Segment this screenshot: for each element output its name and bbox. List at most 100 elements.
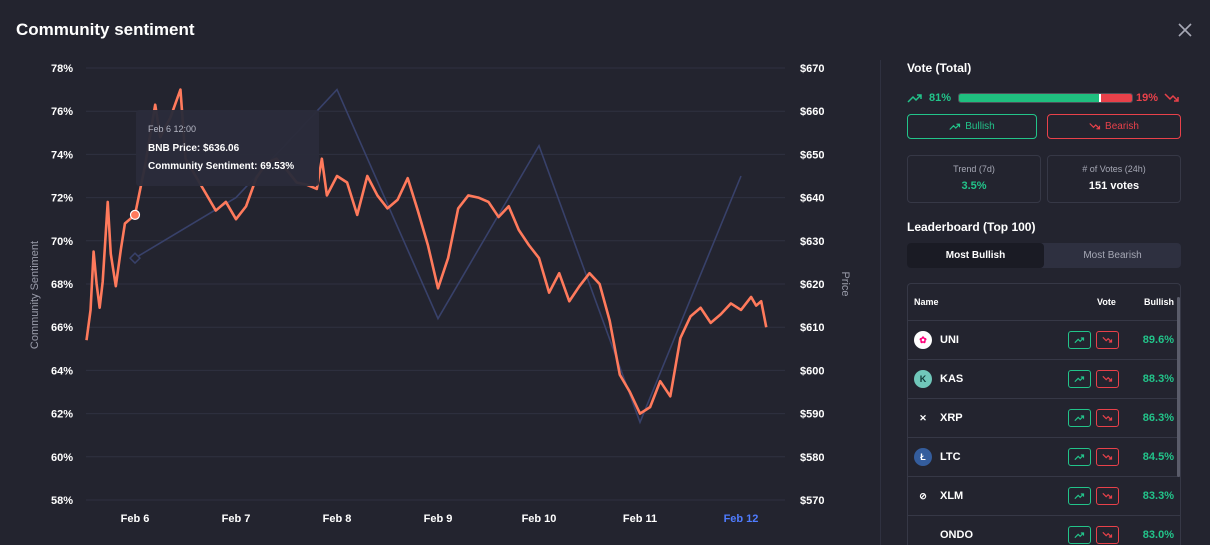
table-row[interactable]: ✕ XRP 86.3% [908,399,1180,438]
votes-value: 151 votes [1088,180,1140,192]
right-tick-label: $620 [800,279,824,291]
downvote-button[interactable] [1096,331,1119,349]
trend-up-icon [1074,454,1085,461]
downvote-button[interactable] [1096,526,1119,544]
vote-bar-bullish [959,94,1100,102]
table-row[interactable]: ONDO 83.0% [908,516,1180,545]
vote-summary: 81% 19% [907,90,1181,106]
bullish-percent: 81% [929,92,952,104]
right-tick-label: $590 [800,409,824,421]
trend-down-icon [1102,336,1113,343]
coin-symbol: XRP [940,412,963,424]
x-tick-label: Feb 7 [222,513,251,525]
coin-symbol: XLM [940,490,964,502]
right-tick-label: $610 [800,322,824,334]
upvote-button[interactable] [1068,448,1091,466]
xrp-icon: ✕ [919,412,927,423]
downvote-button[interactable] [1096,409,1119,427]
downvote-button[interactable] [1096,448,1119,466]
ondo-icon [914,526,932,544]
left-tick-label: 66% [51,322,73,334]
upvote-button[interactable] [1068,370,1091,388]
kas-icon: K [914,370,932,388]
votes-label: # of Votes (24h) [1082,164,1146,174]
table-row[interactable]: Ł LTC 84.5% [908,438,1180,477]
tooltip-sentiment: Community Sentiment: 69.53% [148,161,294,172]
right-tick-label: $570 [800,495,824,507]
close-icon[interactable] [1176,21,1194,39]
right-tick-label: $640 [800,193,824,205]
left-tick-label: 60% [51,452,73,464]
votes-stat-card: # of Votes (24h) 151 votes [1047,155,1181,203]
bearish-percent: 19% [1136,92,1159,104]
vote-bar-bearish [1099,94,1132,102]
upvote-button[interactable] [1068,331,1091,349]
downvote-button[interactable] [1096,370,1119,388]
left-tick-label: 78% [51,63,73,75]
vote-ratio-bar [958,93,1133,103]
header-bullish: Bullish [1143,297,1174,307]
vote-panel: Vote (Total) 81% 19% Bullish Bearish Tre… [907,50,1181,545]
trend-up-icon [949,123,961,130]
xlm-icon: ⊘ [919,490,927,501]
bullish-percent-cell: 83.3% [1142,490,1174,502]
coin-symbol: UNI [940,334,959,346]
bearish-button-label: Bearish [1105,121,1139,132]
bullish-percent-cell: 84.5% [1142,451,1174,463]
left-axis-label: Community Sentiment [29,241,41,349]
vote-title: Vote (Total) [907,61,972,75]
bullish-button-label: Bullish [965,121,995,132]
trend-up-icon [1074,337,1085,344]
x-tick-label: Feb 8 [323,513,352,525]
table-row[interactable]: ⊘ XLM 83.3% [908,477,1180,516]
upvote-button[interactable] [1068,409,1091,427]
leaderboard-title: Leaderboard (Top 100) [907,220,1036,234]
tab-most-bearish[interactable]: Most Bearish [1083,250,1142,261]
vote-bearish-button[interactable]: Bearish [1047,114,1181,139]
trend-up-icon [1074,415,1085,422]
left-tick-label: 76% [51,106,73,118]
table-row[interactable]: ✿ UNI 89.6% [908,321,1180,360]
upvote-button[interactable] [1068,526,1091,544]
header-vote: Vote [1097,297,1116,307]
trend-down-icon [1089,123,1101,130]
sentiment-point-marker [129,209,141,220]
upvote-button[interactable] [1068,487,1091,505]
trend-up-icon [1074,532,1085,539]
trend-down-icon [1164,93,1179,102]
left-tick-label: 68% [51,279,73,291]
table-row[interactable]: K KAS 88.3% [908,360,1180,399]
x-tick-label: Feb 12 [724,513,759,525]
downvote-button[interactable] [1096,487,1119,505]
uni-icon: ✿ [914,331,932,349]
right-tick-label: $580 [800,452,824,464]
trend-up-icon [1074,493,1085,500]
vote-bullish-button[interactable]: Bullish [907,114,1037,139]
price-point-marker [128,252,142,265]
x-tick-label: Feb 11 [623,513,657,525]
trend-down-icon [1102,414,1113,421]
coin-symbol: LTC [940,451,961,463]
tab-most-bullish[interactable]: Most Bullish [907,243,1044,268]
tooltip-time: Feb 6 12:00 [148,124,196,134]
trend-up-icon [907,94,922,103]
header-name: Name [914,297,939,307]
trend-stat-card: Trend (7d) 3.5% [907,155,1041,203]
panel-divider [880,60,881,545]
bullish-percent-cell: 86.3% [1142,412,1174,424]
left-tick-label: 64% [51,365,73,377]
right-tick-label: $630 [800,236,824,248]
leaderboard-tabs: Most Bullish Most Bearish [907,243,1181,268]
chart-tooltip: Feb 6 12:00 BNB Price: $636.06 Community… [136,110,319,186]
trend-label: Trend (7d) [953,164,995,174]
left-tick-label: 74% [51,149,73,161]
scrollbar[interactable] [1177,297,1180,477]
x-tick-label: Feb 10 [522,513,557,525]
ltc-icon: Ł [914,448,932,466]
x-tick-label: Feb 9 [424,513,453,525]
trend-down-icon [1102,531,1113,538]
price-series-line [134,88,742,425]
tooltip-price: BNB Price: $636.06 [148,143,240,154]
right-tick-label: $660 [800,106,824,118]
trend-down-icon [1102,453,1113,460]
